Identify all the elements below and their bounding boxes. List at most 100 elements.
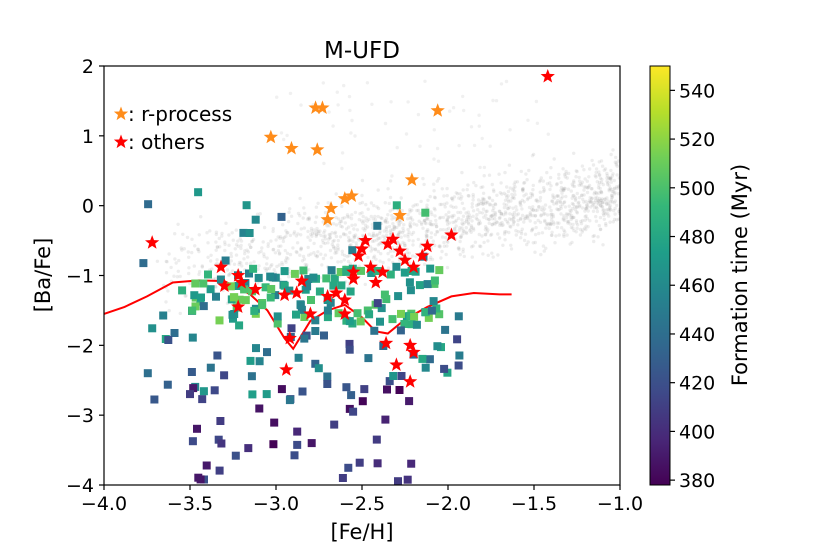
background-point <box>550 230 554 234</box>
other-star <box>378 335 394 350</box>
background-point <box>514 229 518 233</box>
background-point <box>609 198 614 202</box>
background-point <box>563 230 567 234</box>
background-point <box>320 238 325 242</box>
background-point <box>461 94 465 99</box>
background-point <box>448 109 452 113</box>
background-point <box>552 196 557 200</box>
background-point <box>503 198 508 202</box>
background-point <box>442 244 447 248</box>
background-point <box>325 224 329 228</box>
background-point <box>548 175 553 180</box>
background-point <box>477 221 481 226</box>
background-point <box>336 243 340 247</box>
other-star <box>444 227 459 242</box>
background-point <box>418 211 422 216</box>
square-marker <box>429 297 438 306</box>
background-point <box>354 241 358 245</box>
background-point <box>524 214 528 218</box>
background-point <box>488 196 492 200</box>
background-point <box>600 204 604 209</box>
background-point <box>451 205 455 209</box>
background-point <box>549 184 553 188</box>
background-point <box>502 205 507 210</box>
background-point <box>471 226 476 230</box>
background-point <box>271 248 275 252</box>
background-point <box>481 202 485 206</box>
background-point <box>575 205 579 209</box>
background-point <box>594 167 599 171</box>
colorbar-tick-label: 540 <box>679 80 715 102</box>
background-point <box>434 222 438 226</box>
background-point <box>539 214 543 218</box>
background-point <box>477 219 481 223</box>
background-point <box>454 191 458 195</box>
background-point <box>289 214 294 218</box>
background-point <box>544 246 548 250</box>
background-point <box>495 220 499 225</box>
background-point <box>521 189 525 193</box>
background-point <box>435 146 440 151</box>
background-point <box>346 259 351 264</box>
background-point <box>386 251 390 256</box>
background-point <box>592 200 597 205</box>
background-point <box>190 237 194 241</box>
background-point <box>552 157 556 161</box>
background-point <box>461 228 465 233</box>
background-point <box>375 238 379 242</box>
background-point <box>533 214 537 218</box>
background-point <box>392 215 396 220</box>
square-marker <box>455 351 464 360</box>
background-point <box>392 225 397 229</box>
background-point <box>217 236 221 241</box>
background-point <box>345 213 350 217</box>
background-point <box>580 230 584 234</box>
background-point <box>575 205 579 209</box>
background-point <box>538 220 543 224</box>
background-point <box>406 100 410 104</box>
background-point <box>360 219 364 223</box>
background-point <box>611 172 615 176</box>
background-point <box>192 264 196 268</box>
background-point <box>562 186 566 191</box>
background-point <box>600 205 605 209</box>
background-point <box>574 197 578 201</box>
square-marker <box>178 286 187 295</box>
square-marker <box>397 372 406 380</box>
background-point <box>215 258 219 262</box>
background-point <box>596 198 600 203</box>
background-point <box>441 228 446 232</box>
background-point <box>564 172 568 176</box>
square-marker <box>323 306 332 315</box>
background-point <box>508 205 512 209</box>
background-point <box>208 229 212 233</box>
background-point <box>535 199 540 204</box>
background-point <box>323 241 327 246</box>
background-point <box>429 219 433 224</box>
background-point <box>605 176 609 180</box>
background-point <box>364 216 368 220</box>
background-point <box>615 173 619 177</box>
background-point <box>431 222 435 227</box>
background-point <box>575 169 579 174</box>
background-point <box>333 246 337 250</box>
background-point <box>488 202 492 206</box>
background-point <box>400 208 404 213</box>
background-point <box>550 218 554 222</box>
background-point <box>210 267 214 271</box>
background-point <box>551 213 555 217</box>
background-point <box>215 245 220 249</box>
square-marker <box>266 293 275 302</box>
background-point <box>531 152 536 157</box>
background-point <box>383 219 387 223</box>
square-marker <box>410 312 419 321</box>
background-point <box>239 239 244 243</box>
background-point <box>601 208 605 212</box>
background-point <box>406 235 410 239</box>
background-point <box>450 214 454 218</box>
square-marker <box>261 283 270 292</box>
background-point <box>600 177 604 182</box>
background-point <box>250 239 255 243</box>
background-point <box>559 212 563 216</box>
background-point <box>382 229 386 233</box>
